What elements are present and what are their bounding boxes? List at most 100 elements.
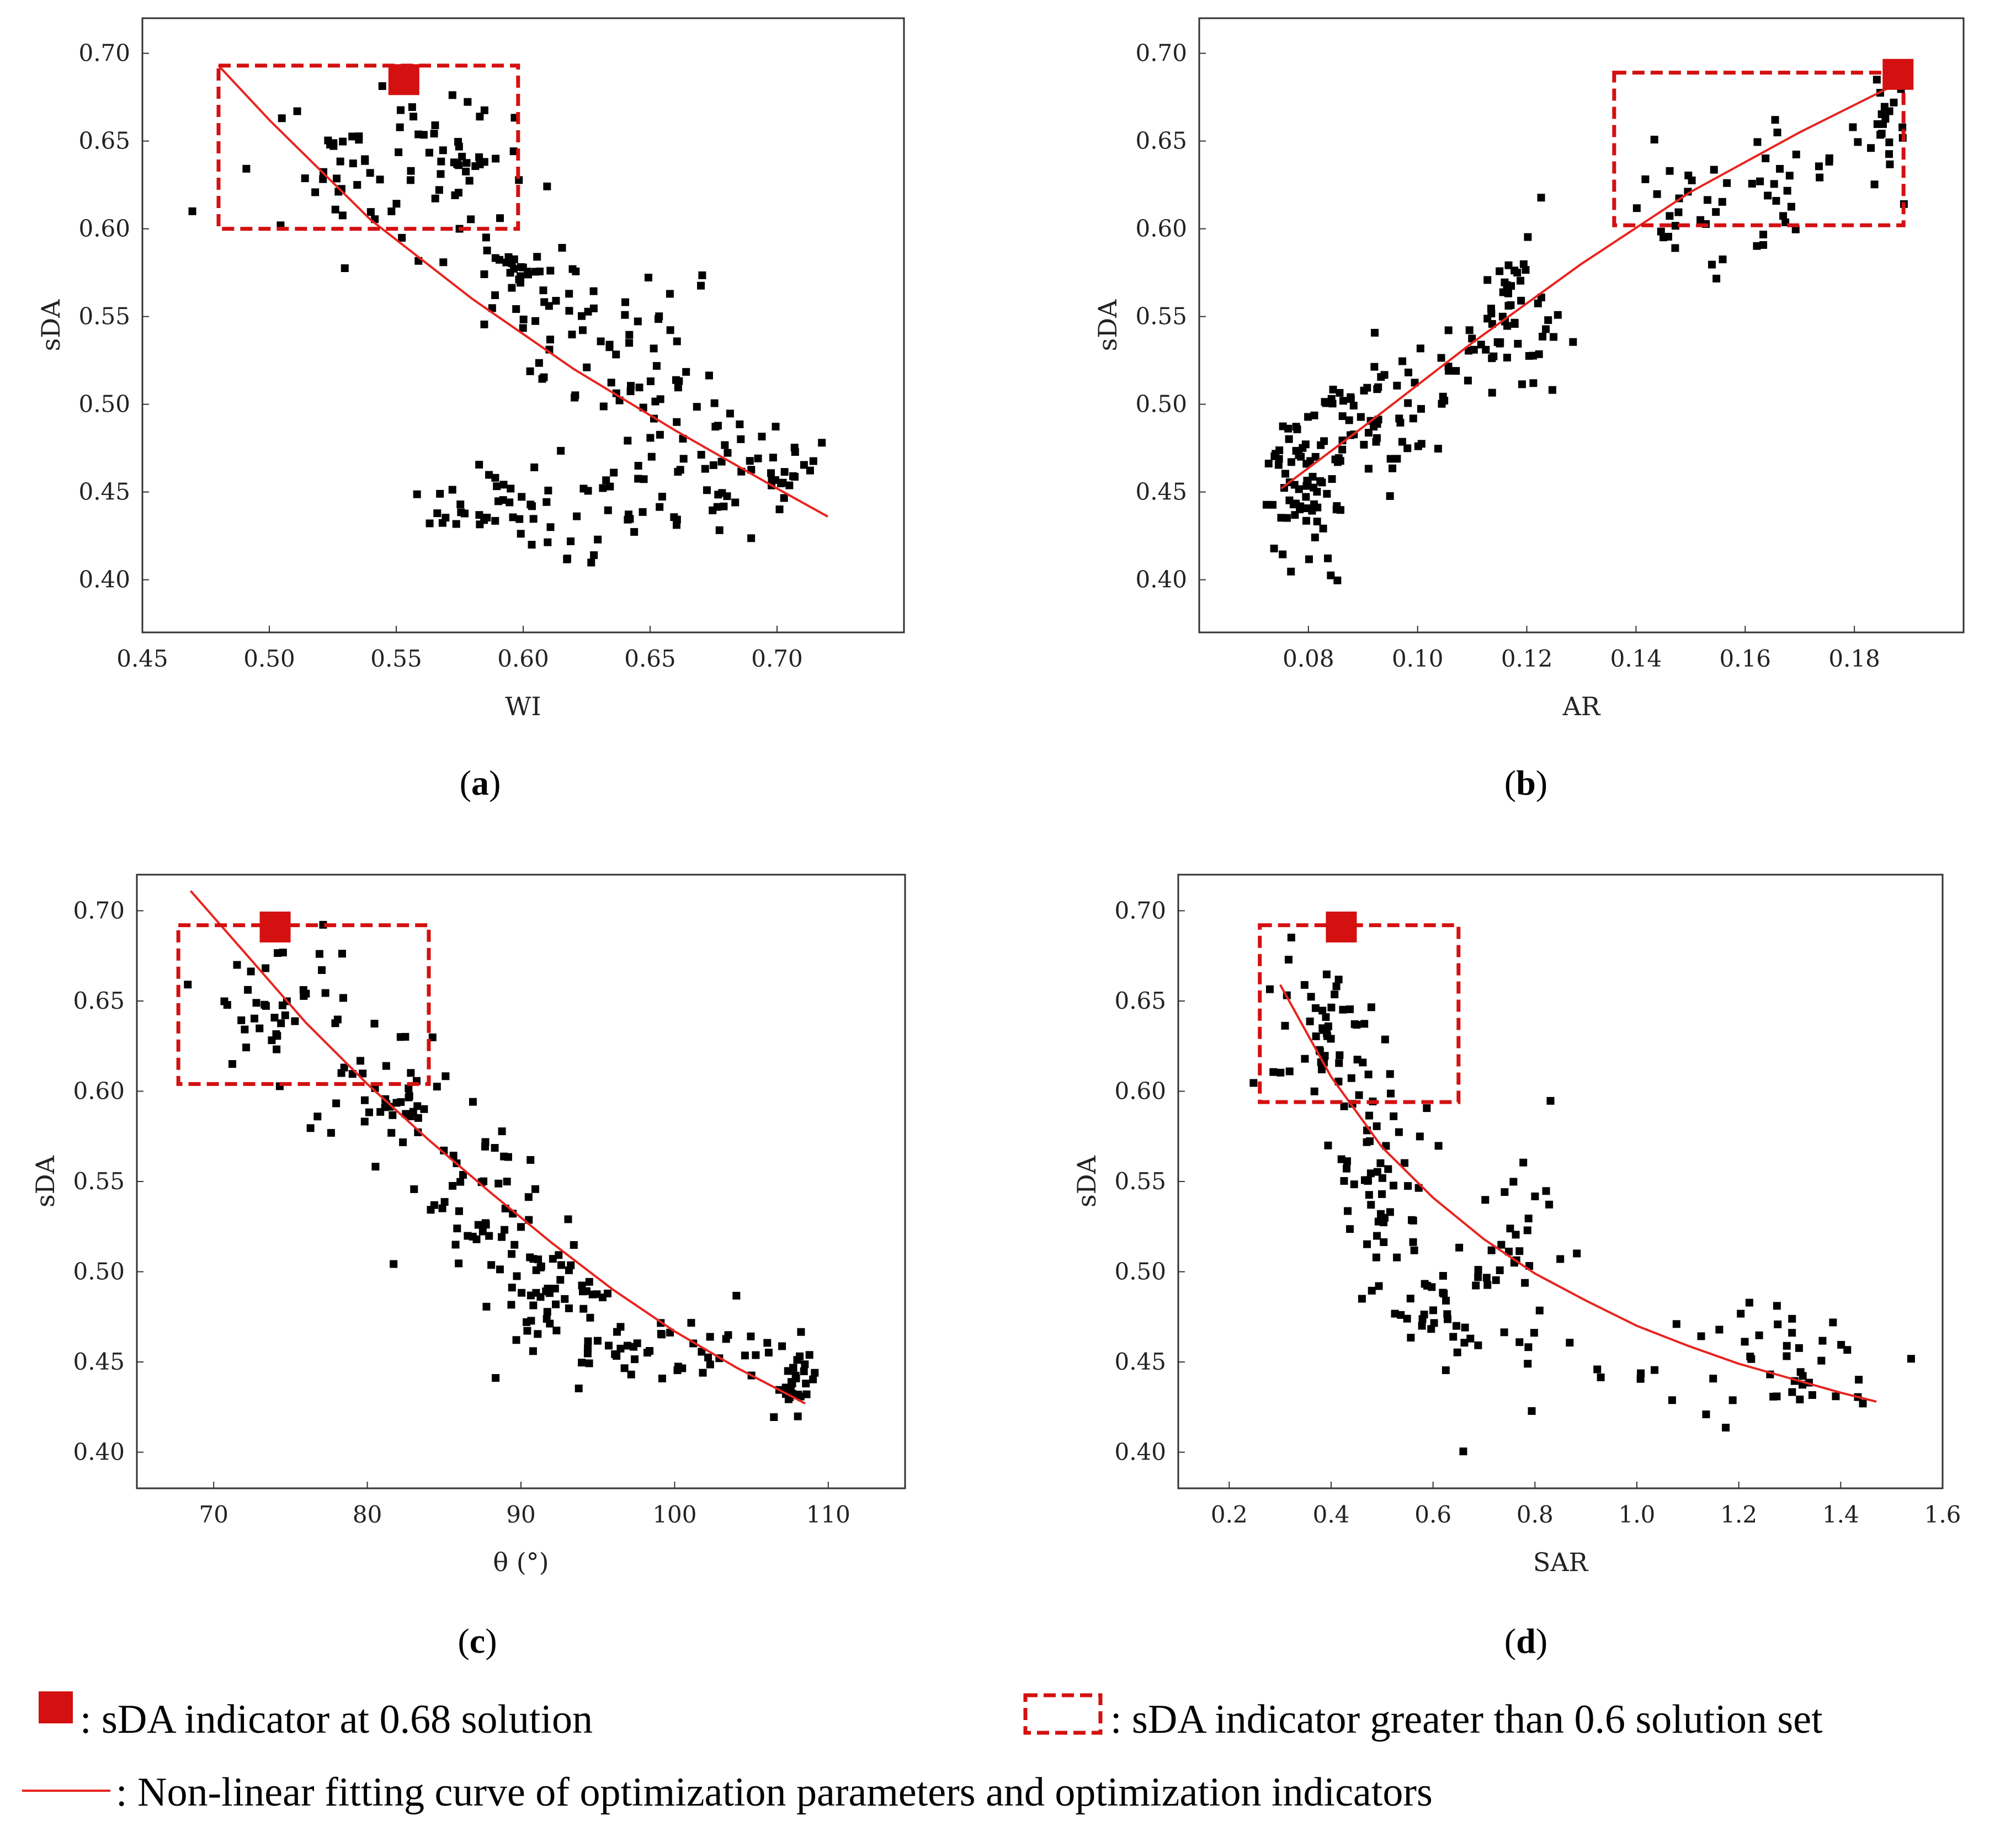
data-point (656, 503, 664, 511)
data-point (1334, 976, 1343, 984)
x-tick-label: 110 (806, 1501, 850, 1528)
data-point (501, 1226, 509, 1234)
data-point (487, 1261, 496, 1269)
data-point (1313, 518, 1321, 526)
y-tick-label: 0.65 (1114, 987, 1166, 1014)
data-point (420, 1105, 428, 1113)
data-point (1728, 1396, 1737, 1404)
data-point (666, 290, 674, 298)
data-point (333, 1015, 342, 1024)
data-point (370, 1019, 379, 1028)
y-tick-label: 0.55 (73, 1168, 125, 1195)
data-point (546, 267, 555, 275)
data-point (1417, 440, 1425, 448)
data-point (579, 1305, 588, 1313)
data-point (1490, 352, 1498, 360)
solution-set-region (1612, 71, 1906, 227)
data-point (410, 1185, 418, 1193)
y-tick-label: 0.50 (1135, 391, 1187, 418)
data-point (557, 1261, 565, 1269)
data-point (1404, 399, 1412, 407)
data-point (529, 1255, 538, 1263)
data-point (1344, 1207, 1352, 1215)
data-point (1346, 1225, 1354, 1233)
data-point (1816, 173, 1824, 182)
data-point (568, 331, 576, 339)
data-point (788, 1378, 796, 1386)
data-point (1269, 1068, 1278, 1076)
data-point (621, 298, 630, 306)
data-point (650, 344, 658, 353)
y-tick-label: 0.45 (73, 1348, 125, 1375)
data-point (697, 281, 705, 290)
x-axis-title: AR (1562, 691, 1601, 721)
data-point (1386, 455, 1395, 463)
data-point (1353, 1056, 1361, 1064)
data-point (1593, 1365, 1602, 1374)
data-point (741, 1351, 749, 1360)
x-tick-label: 0.14 (1610, 645, 1662, 672)
data-point (597, 337, 605, 345)
data-point (746, 457, 754, 465)
data-point (1452, 367, 1460, 375)
data-point (355, 136, 363, 144)
data-point (679, 455, 688, 463)
x-axis-title: WI (505, 691, 541, 721)
data-point (529, 1301, 538, 1310)
data-point (1386, 1070, 1394, 1078)
data-point (1641, 175, 1650, 183)
data-point (1335, 1059, 1343, 1067)
data-point (1772, 196, 1780, 205)
data-point (494, 1179, 503, 1188)
data-point (1363, 1138, 1371, 1146)
data-point (1372, 438, 1380, 446)
data-point (425, 148, 433, 157)
data-point (771, 476, 779, 484)
data-point (1307, 993, 1315, 1001)
data-point (1832, 1392, 1840, 1401)
data-point (1556, 1255, 1565, 1263)
data-point (1363, 384, 1371, 392)
data-point (1674, 208, 1683, 216)
data-point (1373, 1232, 1381, 1240)
data-point (519, 324, 527, 332)
y-axis-title: sDA (1072, 1155, 1102, 1207)
y-tick-label: 0.45 (78, 478, 130, 505)
x-tick-label: 0.45 (116, 645, 168, 672)
data-point (770, 1413, 778, 1422)
data-point (606, 482, 614, 491)
data-point (586, 1313, 594, 1322)
data-point (509, 147, 518, 156)
y-axis-title: sDA (36, 299, 66, 351)
data-point (359, 1069, 367, 1078)
data-point (1487, 310, 1496, 318)
plot-frame (1198, 17, 1965, 634)
data-point (1636, 1375, 1645, 1383)
data-point (1483, 276, 1492, 284)
data-point (1304, 413, 1312, 421)
data-point (262, 1002, 270, 1010)
data-point (1474, 1266, 1482, 1274)
data-point (802, 1380, 810, 1388)
data-point (327, 1129, 335, 1137)
data-point (563, 555, 571, 563)
data-point (365, 1108, 373, 1116)
data-point (658, 1374, 666, 1382)
x-tick-label: 0.60 (497, 645, 549, 672)
data-point (281, 1011, 289, 1019)
data-point (1885, 138, 1893, 146)
data-point (1474, 1341, 1482, 1349)
y-tick-label: 0.65 (73, 987, 125, 1014)
data-point (223, 1000, 231, 1009)
data-point (1521, 1279, 1529, 1287)
data-point (464, 98, 472, 106)
data-point (1886, 160, 1894, 168)
data-point (754, 454, 762, 462)
data-point (639, 508, 647, 516)
data-point (1358, 1295, 1366, 1303)
data-point (543, 1308, 551, 1316)
data-point (1548, 386, 1556, 394)
data-point (321, 989, 329, 997)
data-point (339, 994, 347, 1002)
data-point (1269, 501, 1277, 509)
